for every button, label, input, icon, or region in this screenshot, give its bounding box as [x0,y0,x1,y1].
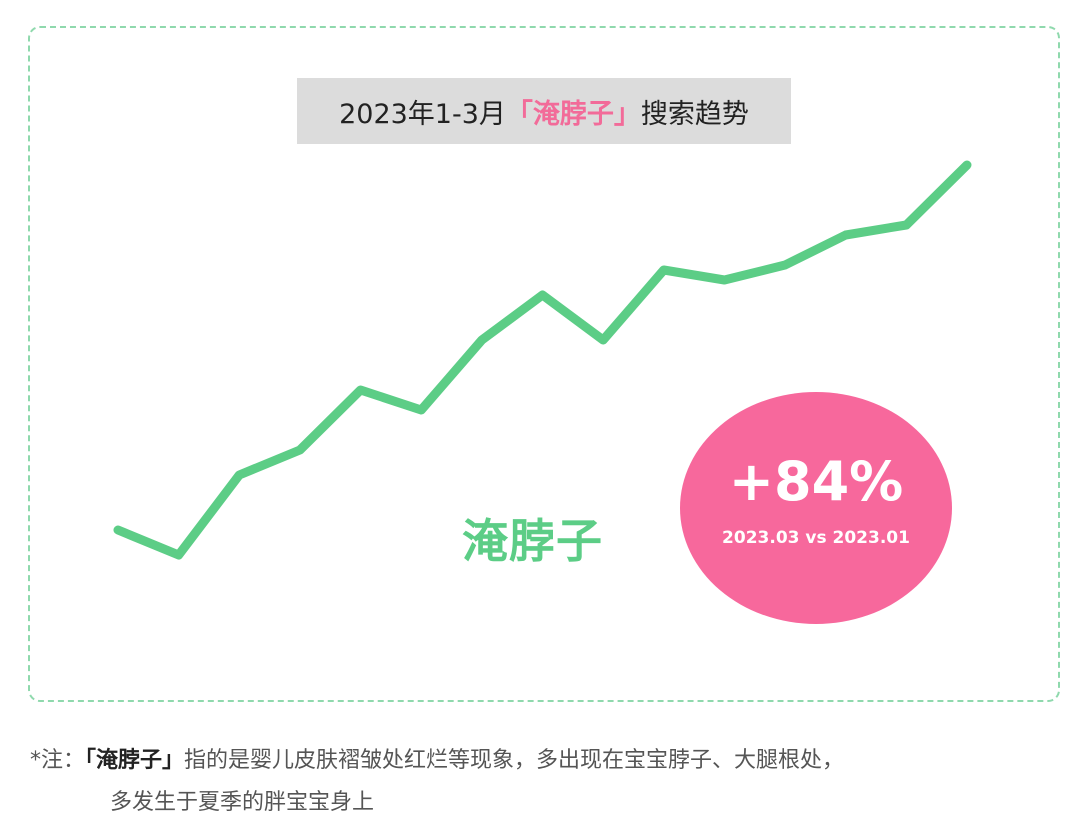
growth-value: +84% [680,450,952,513]
note-line1: 指的是婴儿皮肤褶皱处红烂等现象，多出现在宝宝脖子、大腿根处， [184,748,844,773]
footnote: *注：「淹脖子」指的是婴儿皮肤褶皱处红烂等现象，多出现在宝宝脖子、大腿根处， 多… [30,740,844,824]
series-label: 淹脖子 [462,505,603,571]
growth-callout: +84% 2023.03 vs 2023.01 [680,392,952,624]
note-keyword: 「淹脖子」 [85,748,184,773]
note-prefix: *注： [30,748,85,773]
growth-comparison: 2023.03 vs 2023.01 [680,528,952,548]
note-line2: 多发生于夏季的胖宝宝身上 [30,782,844,824]
